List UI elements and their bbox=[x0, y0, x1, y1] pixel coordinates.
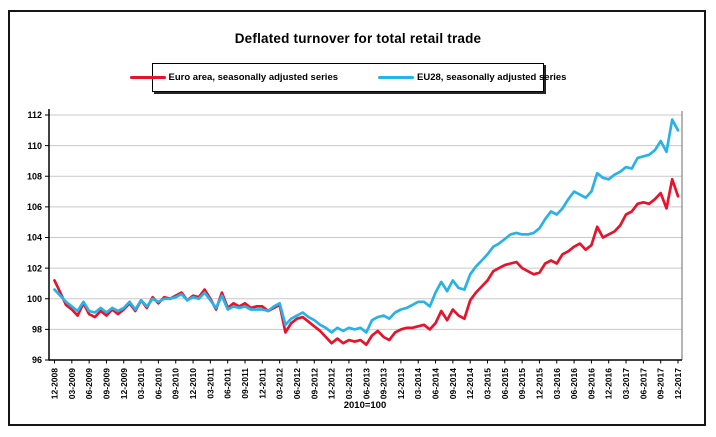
x-axis-label-03-2012: 03-2012 bbox=[275, 368, 285, 399]
legend-item-euro-area: Euro area, seasonally adjusted series bbox=[129, 72, 339, 83]
x-axis-label-06-2011: 06-2011 bbox=[223, 368, 233, 399]
series-line-eu28 bbox=[53, 118, 680, 334]
x-axis-label-09-2014: 09-2014 bbox=[448, 368, 458, 399]
x-axis-label-06-2015: 06-2015 bbox=[500, 368, 510, 399]
x-axis-label-12-2010: 12-2010 bbox=[188, 368, 198, 399]
x-axis-label-09-2013: 09-2013 bbox=[379, 368, 389, 399]
x-axis-label-09-2010: 09-2010 bbox=[171, 368, 181, 399]
x-axis-label-03-2009: 03-2009 bbox=[67, 368, 77, 399]
x-axis-label-06-2012: 06-2012 bbox=[292, 368, 302, 399]
y-axis-label-96: 96 bbox=[32, 355, 42, 365]
x-axis-label-12-2017: 12-2017 bbox=[673, 368, 683, 399]
x-axis-label-06-2009: 06-2009 bbox=[84, 368, 94, 399]
y-axis-label-108: 108 bbox=[27, 171, 42, 181]
x-axis-label-12-2012: 12-2012 bbox=[327, 368, 337, 399]
x-axis-label-06-2017: 06-2017 bbox=[638, 368, 648, 399]
x-axis-label-06-2010: 06-2010 bbox=[153, 368, 163, 399]
x-axis-label-12-2016: 12-2016 bbox=[604, 368, 614, 399]
x-axis-label-03-2010: 03-2010 bbox=[136, 368, 146, 399]
x-axis-label-03-2017: 03-2017 bbox=[621, 368, 631, 399]
x-axis-label-09-2011: 09-2011 bbox=[240, 368, 250, 399]
chart-title: Deflated turnover for total retail trade bbox=[234, 31, 482, 46]
legend: Euro area, seasonally adjusted series EU2… bbox=[129, 63, 566, 92]
x-axis-label-06-2014: 06-2014 bbox=[431, 368, 441, 399]
y-axis-label-110: 110 bbox=[27, 141, 42, 151]
y-axis-label-102: 102 bbox=[27, 263, 42, 273]
series-line-euro-area bbox=[53, 177, 680, 347]
x-axis-label-03-2013: 03-2013 bbox=[344, 368, 354, 399]
y-axis-label-98: 98 bbox=[32, 325, 42, 335]
y-axis-label-112: 112 bbox=[27, 110, 42, 120]
x-axis-label-03-2016: 03-2016 bbox=[552, 368, 562, 399]
legend-item-eu28: EU28, seasonally adjusted series bbox=[378, 72, 566, 83]
axis-note: 2010=100 bbox=[343, 400, 387, 411]
x-axis-label-12-2013: 12-2013 bbox=[396, 368, 406, 399]
x-axis-label-09-2016: 09-2016 bbox=[586, 368, 596, 399]
x-axis-label-09-2017: 09-2017 bbox=[656, 368, 666, 399]
x-axis-label-12-2009: 12-2009 bbox=[119, 368, 129, 399]
x-axis-label-09-2012: 09-2012 bbox=[309, 368, 319, 399]
x-axis-label-09-2009: 09-2009 bbox=[101, 368, 111, 399]
x-axis-label-12-2008: 12-2008 bbox=[50, 368, 60, 399]
x-axis-label-06-2016: 06-2016 bbox=[569, 368, 579, 399]
chart-canvas: 96 98 100 102 104 106 108 110 112 12-2008 03-2009 0… bbox=[27, 109, 683, 399]
x-axis-label-03-2011: 03-2011 bbox=[205, 368, 215, 399]
legend-swatch-eu28 bbox=[378, 76, 415, 79]
x-axis-label-12-2011: 12-2011 bbox=[257, 368, 267, 399]
legend-label-euro-area: Euro area, seasonally adjusted series bbox=[168, 72, 339, 83]
y-axis-label-106: 106 bbox=[27, 202, 42, 212]
y-axis-label-100: 100 bbox=[27, 294, 42, 304]
x-axis-label-03-2014: 03-2014 bbox=[413, 368, 423, 399]
legend-label-eu28: EU28, seasonally adjusted series bbox=[417, 72, 567, 83]
x-axis-label-03-2015: 03-2015 bbox=[482, 368, 492, 399]
legend-swatch-euro-area bbox=[129, 76, 166, 79]
x-axis-label-12-2014: 12-2014 bbox=[465, 368, 475, 399]
x-axis-label-06-2013: 06-2013 bbox=[361, 368, 371, 399]
x-axis-label-12-2015: 12-2015 bbox=[534, 368, 544, 399]
y-axis-label-104: 104 bbox=[27, 233, 42, 243]
x-axis-label-09-2015: 09-2015 bbox=[517, 368, 527, 399]
